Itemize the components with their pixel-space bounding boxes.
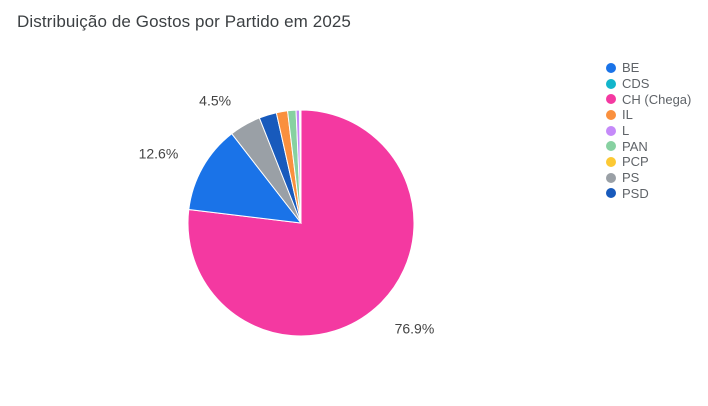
legend-item-l[interactable]: L <box>606 123 691 139</box>
chart-legend: BE CDS CH (Chega) IL L PAN PCP PS PSD <box>606 60 691 201</box>
legend-label: PSD <box>622 185 649 201</box>
legend-item-ps[interactable]: PS <box>606 170 691 186</box>
slice-label-ps: 4.5% <box>199 93 231 109</box>
legend-swatch <box>606 172 616 183</box>
legend-swatch <box>606 125 616 136</box>
legend-swatch <box>606 109 616 120</box>
legend-item-pcp[interactable]: PCP <box>606 154 691 170</box>
legend-swatch <box>606 188 616 199</box>
legend-swatch <box>606 62 616 73</box>
legend-label: PS <box>622 170 640 186</box>
slice-label-ch-chega: 76.9% <box>395 321 435 337</box>
legend-label: CDS <box>622 76 650 92</box>
legend-item-cds[interactable]: CDS <box>606 76 691 92</box>
legend-label: L <box>622 123 630 139</box>
slice-label-be: 12.6% <box>139 146 179 162</box>
legend-label: BE <box>622 60 640 76</box>
legend-label: PCP <box>622 154 649 170</box>
pie-slice-be[interactable] <box>188 133 303 224</box>
legend-item-il[interactable]: IL <box>606 107 691 123</box>
legend-label: PAN <box>622 138 648 154</box>
legend-label: CH (Chega) <box>622 91 692 107</box>
legend-swatch <box>606 141 616 152</box>
legend-label: IL <box>622 107 633 123</box>
chart-title: Distribuição de Gostos por Partido em 20… <box>17 12 351 31</box>
legend-swatch <box>606 156 616 167</box>
pie-slice-pcp[interactable] <box>299 109 302 224</box>
legend-swatch <box>606 94 616 105</box>
legend-item-be[interactable]: BE <box>606 60 691 76</box>
legend-swatch <box>606 78 616 89</box>
legend-item-pan[interactable]: PAN <box>606 138 691 154</box>
legend-item-psd[interactable]: PSD <box>606 186 691 202</box>
legend-item-ch-chega[interactable]: CH (Chega) <box>606 91 691 107</box>
